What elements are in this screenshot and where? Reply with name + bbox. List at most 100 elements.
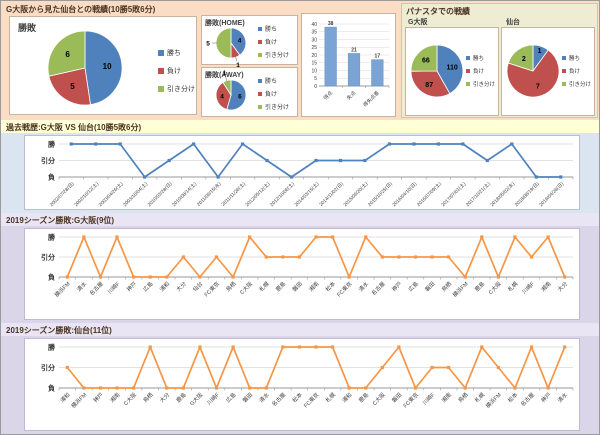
svg-text:磐田: 磐田 [390,391,403,404]
win-swatch-icon [258,78,262,83]
svg-text:浦和: 浦和 [158,280,171,293]
svg-text:FC東京: FC東京 [302,390,321,409]
gamba-2019-band: 2019シーズン勝敗:G大阪(9位) 勝引分負横浜FM 清水 名古屋 川崎F 神戸 広島浦… [1,213,599,323]
home-pie-panel: 勝敗(HOME) 4 1 5 勝ち 負け 引き分け [201,15,298,69]
svg-text:浦和: 浦和 [58,391,71,404]
sendai-2019-title: 2019シーズン勝敗:仙台(11位) [1,323,599,336]
svg-text:広島: 広島 [224,390,238,404]
legend-item-lose: 負け [562,67,591,75]
svg-text:2: 2 [522,56,526,63]
svg-text:負: 負 [48,173,55,182]
overall-record-title: G大阪から見た仙台との戦績(10勝5敗6分) [6,5,156,14]
panasta-panel: パナスタでの戦績 G大阪 仙台 110 87 66 勝ち 負け 引き分け 1 7 2 勝… [401,3,598,118]
svg-text:C大阪: C大阪 [487,279,504,296]
svg-text:5: 5 [206,40,210,47]
svg-text:30: 30 [311,37,317,43]
svg-text:2010/03/28(日): 2010/03/28(日) [147,181,174,208]
goals-bar-panel: 0 5 10 15 20 25 30 35 40 38 得点 21 失点 17 得失点差 [301,13,396,117]
svg-text:札幌: 札幌 [257,279,271,293]
svg-text:横浜FM: 横浜FM [451,279,470,298]
svg-text:2014/03/15(土): 2014/03/15(土) [293,180,321,208]
svg-text:2015/10/25(日): 2015/10/25(日) [367,181,394,208]
legend-lose-label: 負け [265,40,278,46]
legend-draw-label: 引き分け [569,81,592,88]
lose-swatch-icon [158,68,164,74]
svg-text:神戸: 神戸 [390,279,404,293]
svg-text:FC東京: FC東京 [335,279,354,298]
svg-text:広島: 広島 [406,279,420,293]
draw-swatch-icon [158,86,164,92]
svg-text:神戸: 神戸 [91,390,105,404]
svg-text:湘南: 湘南 [539,279,553,293]
svg-text:2016/04/10(日): 2016/04/10(日) [391,181,418,208]
legend-item-draw: 引き分け [258,102,289,111]
svg-text:87: 87 [425,82,433,89]
svg-text:2018/05/02(水): 2018/05/02(水) [489,180,517,208]
draw-swatch-icon [258,104,262,109]
past-record-line-chart: 勝引分負2002/07/28(日)2002/10/12(土)2003/04/26… [41,140,574,208]
panasta-gamba-pie-chart: 110 87 66 [410,44,464,98]
svg-text:横浜FM: 横浜FM [484,390,503,409]
gamba-2019-line-chart: 勝引分負横浜FM 清水 名古屋 川崎F 神戸 広島 浦和 大分 仙台 FC東京 鳥栖 C大阪 札幌 鹿島磐… [41,233,574,299]
legend-item-draw: 引き分け [158,84,195,94]
svg-text:湘南: 湘南 [108,390,122,404]
legend-draw-label: 引き分け [265,53,290,59]
svg-text:66: 66 [422,58,430,65]
svg-text:引分: 引分 [41,363,55,372]
away-pie-title: 勝敗(AWAY) [205,72,244,79]
svg-text:40: 40 [311,22,317,28]
svg-text:勝: 勝 [48,343,56,352]
overall-pie-panel: 勝敗 10 5 6 勝ち 負け 引き分け [9,16,197,115]
gamba-2019-chart-box: 勝引分負横浜FM 清水 名古屋 川崎F 神戸 広島 浦和 大分 仙台 FC東京 鳥栖 C大阪 札幌 鹿島磐… [24,228,580,320]
svg-text:鳥栖: 鳥栖 [224,279,238,293]
svg-text:2019/04/28(日): 2019/04/28(日) [538,181,565,208]
svg-text:広島: 広島 [141,279,155,293]
svg-text:松本: 松本 [506,390,520,404]
gamba-2019-title: 2019シーズン勝敗:G大阪(9位) [1,213,599,226]
svg-text:7: 7 [536,83,540,90]
draw-swatch-icon [466,81,470,86]
past-record-title: 過去戦歴:G大阪 VS 仙台(10勝5敗6分) [1,120,599,133]
svg-text:6: 6 [238,94,242,101]
svg-text:勝: 勝 [48,140,56,149]
svg-text:鳥栖: 鳥栖 [141,390,155,404]
svg-text:名古屋: 名古屋 [270,390,288,408]
svg-text:名古屋: 名古屋 [369,279,387,297]
svg-text:C大阪: C大阪 [238,279,255,296]
svg-text:110: 110 [446,65,457,72]
legend-item-win: 勝ち [258,24,289,33]
overall-pie-chart: 10 5 6 [47,30,123,106]
svg-text:鹿島: 鹿島 [174,390,188,404]
svg-text:横浜FM: 横浜FM [53,279,72,298]
panasta-sendai-legend: 勝ち 負け 引き分け [562,51,591,90]
svg-text:0: 0 [314,84,317,90]
svg-text:引分: 引分 [41,253,55,262]
legend-item-lose: 負け [466,67,495,75]
svg-text:21: 21 [351,47,357,53]
svg-text:2018/08/19(日): 2018/08/19(日) [514,181,541,208]
legend-item-win: 勝ち [562,54,591,62]
svg-text:札幌: 札幌 [324,390,338,404]
home-pie-title: 勝敗(HOME) [205,20,245,27]
legend-item-draw: 引き分け [258,50,289,59]
svg-text:鹿島: 鹿島 [357,390,371,404]
svg-text:38: 38 [328,21,334,27]
svg-text:C大阪: C大阪 [370,390,387,407]
svg-text:清水: 清水 [556,390,570,404]
svg-text:勝: 勝 [48,233,56,242]
svg-text:磐田: 磐田 [290,280,303,293]
away-legend: 勝ち 負け 引き分け [258,74,289,113]
win-swatch-icon [158,50,164,56]
svg-text:25: 25 [311,45,317,51]
win-swatch-icon [466,55,470,60]
svg-text:2015/06/20(土): 2015/06/20(土) [342,180,370,208]
svg-text:大分: 大分 [174,279,188,293]
svg-text:2016/07/09(土): 2016/07/09(土) [415,180,443,208]
away-pie-chart: 6 4 1 [215,70,247,111]
away-pie-panel: 勝敗(AWAY) 6 4 1 勝ち 負け 引き分け [201,67,298,117]
svg-text:2002/07/28(日): 2002/07/28(日) [49,181,76,208]
svg-text:磐田: 磐田 [423,280,436,293]
svg-text:得失点差: 得失点差 [362,89,381,108]
